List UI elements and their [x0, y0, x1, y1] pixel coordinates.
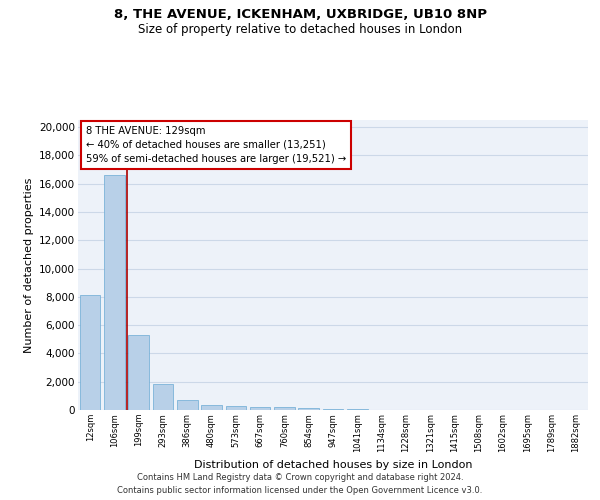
Bar	[226, 406, 246, 410]
Bar	[177, 400, 197, 410]
Bar	[128, 335, 149, 410]
Text: 8 THE AVENUE: 129sqm
← 40% of detached houses are smaller (13,251)
59% of semi-d: 8 THE AVENUE: 129sqm ← 40% of detached h…	[86, 126, 346, 164]
Y-axis label: Number of detached properties: Number of detached properties	[23, 178, 34, 352]
Bar	[201, 404, 222, 410]
Bar	[80, 296, 100, 410]
Text: Size of property relative to detached houses in London: Size of property relative to detached ho…	[138, 22, 462, 36]
Bar	[250, 406, 271, 410]
Bar	[323, 409, 343, 410]
Bar	[104, 175, 125, 410]
Text: Contains HM Land Registry data © Crown copyright and database right 2024.
Contai: Contains HM Land Registry data © Crown c…	[118, 473, 482, 495]
Bar	[152, 384, 173, 410]
Text: 8, THE AVENUE, ICKENHAM, UXBRIDGE, UB10 8NP: 8, THE AVENUE, ICKENHAM, UXBRIDGE, UB10 …	[113, 8, 487, 20]
Bar	[298, 408, 319, 410]
X-axis label: Distribution of detached houses by size in London: Distribution of detached houses by size …	[194, 460, 472, 470]
Bar	[274, 407, 295, 410]
